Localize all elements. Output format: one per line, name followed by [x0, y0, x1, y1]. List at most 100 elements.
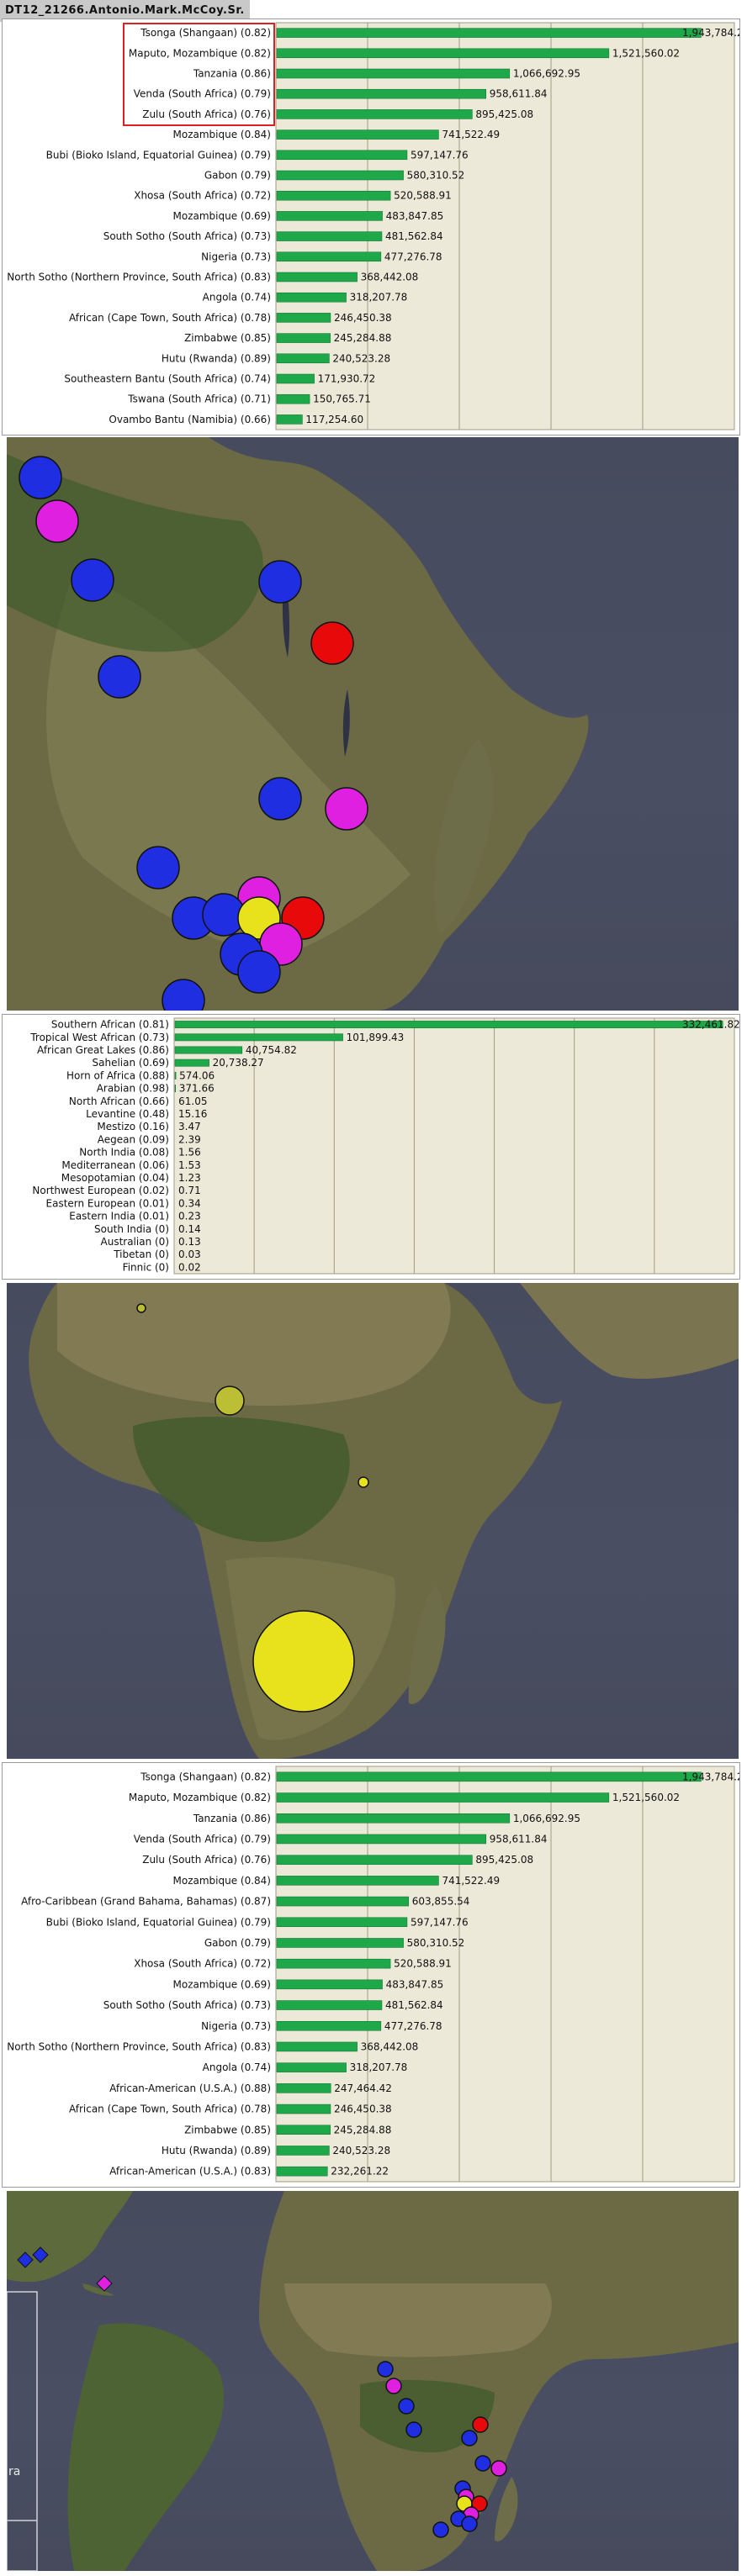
- bar: [174, 1085, 176, 1093]
- magenta-diamond-marker: [96, 2275, 113, 2292]
- bar: [276, 1876, 439, 1886]
- category-label: Hutu (Rwanda) (0.89): [162, 352, 271, 364]
- blue-circle-marker: [19, 456, 62, 499]
- value-label: 1.56: [178, 1147, 201, 1159]
- bar: [276, 2021, 382, 2031]
- madagascar-island: [408, 1586, 446, 1704]
- category-label: Southern African (0.81): [51, 1019, 169, 1031]
- bar: [276, 231, 383, 241]
- value-label: 0.13: [178, 1236, 201, 1248]
- value-label: 117,254.60: [305, 414, 363, 425]
- category-label: Afro-Caribbean (Grand Bahama, Bahamas) (…: [21, 1896, 271, 1908]
- value-label: 318,207.78: [350, 292, 408, 304]
- value-label: 597,147.76: [411, 1916, 469, 1928]
- category-label: Mozambique (0.69): [173, 210, 272, 222]
- value-label: 958,611.84: [490, 1833, 548, 1845]
- value-label: 0.71: [178, 1185, 201, 1196]
- value-label: 481,562.84: [385, 230, 443, 242]
- red-circle-marker: [472, 2416, 489, 2433]
- category-label: Zimbabwe (0.85): [184, 332, 271, 344]
- value-label: 895,425.08: [475, 1854, 533, 1866]
- bar-chart-panel-2: Southern African (0.81) 332,461.82 Tropica…: [2, 1014, 740, 1280]
- blue-circle-marker: [258, 777, 302, 821]
- bar: [276, 393, 310, 404]
- sahara-desert: [284, 2283, 552, 2357]
- value-label: 741,522.49: [442, 1875, 500, 1887]
- bar: [276, 414, 303, 425]
- bar: [174, 1058, 209, 1067]
- bar: [276, 292, 347, 303]
- bar: [276, 68, 511, 79]
- value-label: 1,521,560.02: [612, 1792, 680, 1803]
- magenta-circle-marker: [490, 2460, 507, 2477]
- lake-malawi: [342, 689, 350, 757]
- value-label: 40,754.82: [246, 1044, 297, 1056]
- value-label: 245,284.88: [334, 332, 392, 344]
- value-label: 1,521,560.02: [612, 47, 680, 59]
- bar: [276, 1855, 473, 1865]
- value-label: 580,310.52: [407, 170, 465, 182]
- value-label: 520,588.91: [394, 190, 452, 202]
- blue-circle-marker: [258, 560, 302, 604]
- category-label: Bubi (Bioko Island, Equatorial Guinea) (…: [46, 1916, 271, 1928]
- category-label: Horn of Africa (0.88): [66, 1069, 169, 1081]
- blue-circle-marker: [377, 2361, 394, 2378]
- category-label: African Great Lakes (0.86): [37, 1044, 169, 1056]
- plot-area: [173, 1017, 735, 1275]
- category-label: Sahelian (0.69): [93, 1057, 169, 1069]
- category-label: Tswana (South Africa) (0.71): [127, 393, 271, 405]
- map-panel-3: ra: [7, 2191, 739, 2571]
- sahara-desert: [57, 1283, 451, 1406]
- value-label: 2.39: [178, 1133, 201, 1145]
- category-label: Mozambique (0.84): [173, 1875, 272, 1887]
- value-label: 246,450.38: [334, 312, 392, 324]
- blue-diamond-marker: [32, 2246, 49, 2263]
- plot-area: [275, 1766, 735, 2183]
- category-label: Mestizo (0.16): [97, 1121, 169, 1132]
- highlight-box: [123, 23, 275, 126]
- map-1: [7, 437, 589, 1011]
- value-label: 240,523.28: [332, 352, 390, 364]
- category-label: Xhosa (South Africa) (0.72): [134, 190, 271, 202]
- value-label: 0.02: [178, 1261, 201, 1273]
- magenta-circle-marker: [325, 787, 368, 831]
- bar: [276, 1917, 408, 1927]
- category-label: Tsonga (Shangaan) (0.82): [140, 1771, 271, 1782]
- blue-diamond-marker: [17, 2251, 34, 2268]
- bar: [276, 1938, 404, 1948]
- olive-circle-marker: [136, 1303, 146, 1313]
- value-label: 477,276.78: [384, 251, 442, 262]
- blue-circle-marker: [237, 950, 281, 994]
- category-label: Mozambique (0.69): [173, 1978, 272, 1990]
- value-label: 150,765.71: [313, 393, 371, 405]
- value-label: 0.14: [178, 1223, 201, 1235]
- category-label: South India (0): [94, 1223, 169, 1235]
- value-label: 3.47: [178, 1121, 201, 1132]
- bar: [276, 129, 439, 140]
- category-label: Ovambo Bantu (Namibia) (0.66): [109, 414, 271, 425]
- bar: [276, 1792, 610, 1803]
- category-label: African (Cape Town, South Africa) (0.78): [69, 2104, 271, 2115]
- value-label: 246,450.38: [334, 2104, 392, 2115]
- category-label: Australian (0): [101, 1236, 170, 1248]
- category-label: Tanzania (0.86): [193, 1813, 271, 1824]
- category-label: Tsonga (Shangaan) (0.82): [140, 27, 271, 39]
- value-label: 15.16: [178, 1108, 207, 1120]
- value-label: 1.23: [178, 1172, 201, 1184]
- category-label: Maputo, Mozambique (0.82): [129, 47, 271, 59]
- caribbean-islands: [82, 2283, 114, 2296]
- category-label: North India (0.08): [79, 1147, 169, 1159]
- blue-circle-marker: [136, 846, 180, 889]
- plot-area: [275, 22, 735, 430]
- value-label: 368,442.08: [361, 2040, 419, 2052]
- bar: [276, 88, 487, 99]
- value-label: 603,855.54: [412, 1896, 470, 1908]
- bar: [276, 2146, 330, 2156]
- red-circle-marker: [310, 621, 354, 665]
- category-label: Nigeria (0.73): [201, 251, 271, 262]
- bar: [276, 1813, 511, 1824]
- bar: [174, 1046, 243, 1054]
- bar: [276, 1979, 383, 1990]
- value-label: 0.23: [178, 1211, 201, 1222]
- bar: [276, 150, 408, 161]
